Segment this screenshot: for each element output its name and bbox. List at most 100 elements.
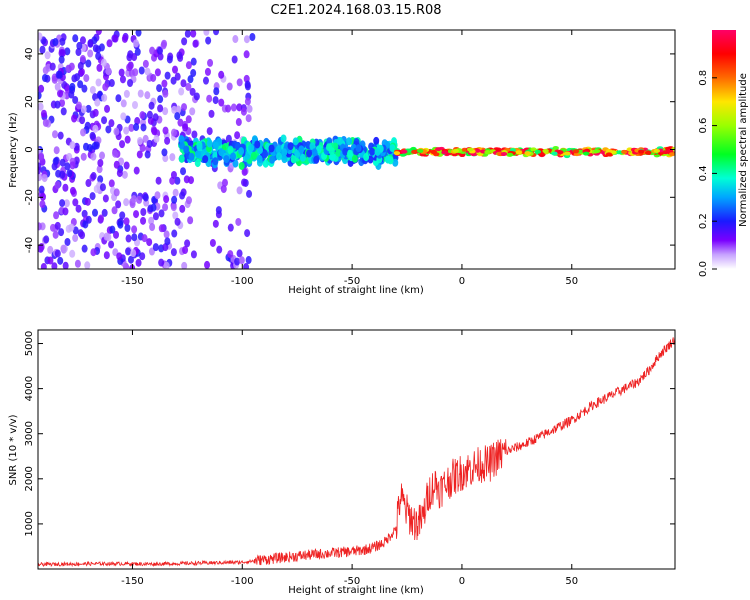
heatmap-cell <box>162 126 169 135</box>
heatmap-cell <box>127 78 134 87</box>
heatmap-cell <box>38 91 42 100</box>
heatmap-cell <box>123 198 130 207</box>
heatmap-cell <box>99 151 106 160</box>
heatmap-cell <box>193 92 200 101</box>
heatmap-cell <box>146 110 153 119</box>
heatmap-cell <box>136 150 143 159</box>
heatmap-cell <box>244 229 251 238</box>
heatmap-x-axis-label: Height of straight line (km) <box>288 285 424 296</box>
heatmap-cell <box>55 70 62 79</box>
heatmap-cell <box>484 150 491 155</box>
heatmap-cells <box>38 30 675 269</box>
heatmap-cell <box>40 109 47 118</box>
heatmap-cell <box>92 208 99 217</box>
heatmap-cell <box>136 137 143 146</box>
heatmap-cell <box>281 148 288 157</box>
heatmap-cell <box>190 250 197 259</box>
heatmap-cell <box>123 217 130 226</box>
heatmap-cell <box>119 75 126 84</box>
heatmap-cell <box>249 33 256 42</box>
heatmap-cell <box>241 178 248 187</box>
heatmap-cell <box>43 235 50 244</box>
heatmap-cell <box>123 126 130 135</box>
heatmap-cell <box>119 140 126 149</box>
heatmap-cell <box>275 145 282 154</box>
heatmap-cell <box>309 142 316 151</box>
heatmap-cell <box>246 104 253 113</box>
x-tick-label: 50 <box>565 276 578 287</box>
heatmap-cell <box>146 139 153 148</box>
heatmap-cell <box>441 150 448 155</box>
heatmap-cell <box>108 240 115 249</box>
heatmap-cell <box>64 162 71 171</box>
heatmap-cell <box>363 153 370 162</box>
heatmap-cell <box>155 176 162 185</box>
y-tick-label: -40 <box>24 237 35 253</box>
heatmap-cell <box>163 195 170 204</box>
x-tick-label: 0 <box>459 576 465 587</box>
heatmap-cell <box>133 123 140 132</box>
heatmap-cell <box>90 248 97 257</box>
heatmap-cell <box>80 152 87 161</box>
heatmap-cell <box>530 147 537 152</box>
heatmap-cell <box>206 94 213 103</box>
heatmap-cell <box>94 98 101 107</box>
heatmap-cell <box>534 149 542 154</box>
heatmap-cell <box>206 139 213 148</box>
heatmap-cell <box>236 103 243 112</box>
heatmap-cell <box>128 123 135 132</box>
x-tick-label: -100 <box>231 576 254 587</box>
heatmap-cell <box>164 71 171 80</box>
heatmap-cell <box>80 105 87 114</box>
heatmap-cell <box>156 84 163 93</box>
heatmap-cell <box>174 72 181 81</box>
snr-frame <box>37 329 676 570</box>
heatmap-cell <box>103 251 110 260</box>
heatmap-cell <box>170 248 177 257</box>
snr-y-axis-label: SNR (10 * v/v) <box>8 414 19 485</box>
heatmap-cell <box>144 91 151 100</box>
heatmap-cell <box>164 237 171 246</box>
heatmap-cell <box>190 57 197 66</box>
heatmap-cell <box>41 73 48 82</box>
heatmap-cell <box>90 152 97 161</box>
heatmap-cell <box>97 175 104 184</box>
heatmap-cell <box>227 250 234 259</box>
heatmap-cell <box>189 87 196 96</box>
heatmap-cell <box>246 189 253 198</box>
heatmap-cell <box>139 143 146 152</box>
heatmap-cell <box>79 231 86 240</box>
heatmap-cell <box>236 249 243 258</box>
heatmap-cell <box>38 222 42 231</box>
heatmap-cell <box>53 146 60 155</box>
heatmap-cell <box>158 209 165 218</box>
heatmap-cell <box>241 167 248 176</box>
heatmap-cell <box>146 238 153 247</box>
heatmap-cell <box>346 137 353 146</box>
x-tick-label: 0 <box>459 276 465 287</box>
heatmap-cell <box>243 50 250 59</box>
heatmap-cell <box>92 124 99 133</box>
heatmap-cell <box>116 169 123 178</box>
heatmap-cell <box>594 149 601 154</box>
heatmap-cell <box>218 148 225 157</box>
heatmap-cell <box>144 67 151 76</box>
heatmap-cell <box>582 151 590 156</box>
heatmap-cell <box>75 48 82 57</box>
heatmap-cell <box>84 261 91 269</box>
heatmap-cell <box>137 89 144 98</box>
heatmap-cell <box>294 150 301 159</box>
heatmap-cell <box>142 193 149 202</box>
heatmap-cell <box>433 152 440 157</box>
heatmap-cell <box>203 30 210 36</box>
heatmap-cell <box>54 249 61 258</box>
heatmap-cell <box>69 82 76 91</box>
heatmap-cell <box>134 117 141 126</box>
heatmap-cell <box>149 223 156 232</box>
heatmap-cell <box>152 113 159 122</box>
heatmap-cell <box>174 217 181 226</box>
heatmap-cell <box>63 199 70 208</box>
heatmap-cell <box>157 95 164 104</box>
heatmap-cell <box>126 63 133 72</box>
heatmap-cell <box>74 259 81 268</box>
